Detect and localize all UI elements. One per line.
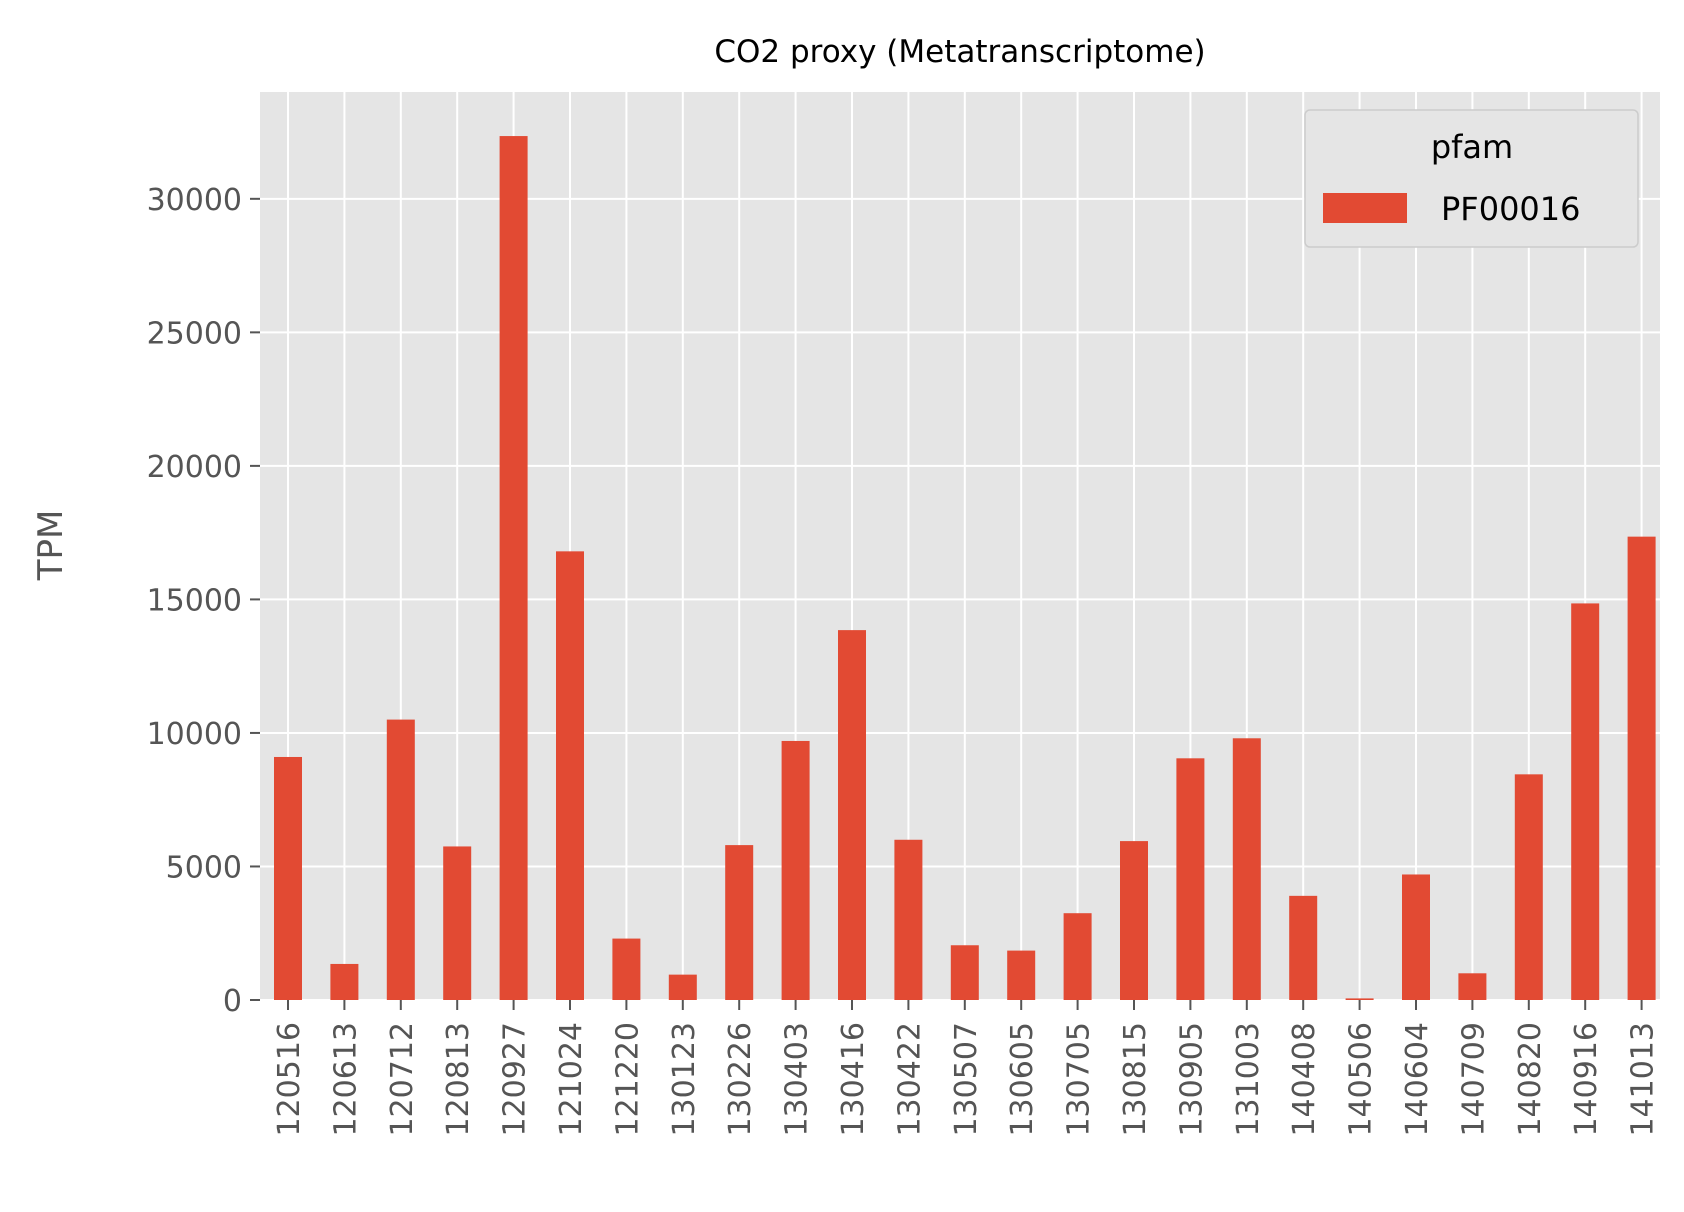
x-tick-label: 120613 xyxy=(328,1022,363,1137)
x-tick-label: 131003 xyxy=(1231,1022,1266,1137)
bar-130905 xyxy=(1176,758,1205,1000)
y-tick-label: 0 xyxy=(223,984,242,1019)
x-tick-label: 120927 xyxy=(498,1022,533,1137)
bar-130507 xyxy=(950,945,979,1000)
y-axis-ticks: 0 5000 10000 15000 20000 25000 30000 xyxy=(147,183,260,1019)
bar-131003 xyxy=(1232,738,1261,1000)
bar-130403 xyxy=(781,740,810,1000)
bar-130226 xyxy=(725,845,754,1000)
x-tick-label: 140709 xyxy=(1456,1022,1491,1137)
x-tick-label: 130705 xyxy=(1062,1022,1097,1137)
x-tick-label: 130507 xyxy=(949,1022,984,1137)
x-axis-ticks: 120516 120613 120712 120813 120927 121024 1212… xyxy=(272,1000,1661,1137)
x-tick-label: 120813 xyxy=(441,1022,476,1137)
bar-130422 xyxy=(894,839,923,1000)
x-tick-label: 130123 xyxy=(667,1022,702,1137)
bar-120516 xyxy=(274,756,302,1000)
bar-130705 xyxy=(1063,913,1092,1000)
bar-120813 xyxy=(443,846,472,1000)
x-tick-label: 140604 xyxy=(1400,1022,1435,1137)
x-tick-label: 130422 xyxy=(892,1022,927,1137)
bar-120712 xyxy=(386,719,415,1000)
x-tick-label: 130403 xyxy=(780,1022,815,1137)
x-tick-label: 120712 xyxy=(385,1022,420,1137)
x-tick-label: 130416 xyxy=(836,1022,871,1137)
bar-140604 xyxy=(1402,874,1430,1000)
bar-130123 xyxy=(668,974,697,1000)
y-tick-label: 25000 xyxy=(147,316,242,351)
x-tick-label: 120516 xyxy=(272,1022,307,1137)
chart-title: CO2 proxy (Metatranscriptome) xyxy=(714,34,1205,70)
bar-130815 xyxy=(1120,841,1148,1000)
x-tick-label: 121024 xyxy=(554,1022,589,1137)
bar-140408 xyxy=(1289,895,1318,1000)
bar-140916 xyxy=(1571,603,1600,1000)
bar-130605 xyxy=(1007,950,1036,1000)
bar-130416 xyxy=(838,630,866,1000)
x-tick-label: 130815 xyxy=(1118,1022,1153,1137)
x-tick-label: 130605 xyxy=(1005,1022,1040,1137)
x-tick-label: 141013 xyxy=(1626,1022,1661,1137)
x-tick-label: 140916 xyxy=(1569,1022,1604,1137)
bar-121220 xyxy=(612,938,641,1000)
y-tick-label: 30000 xyxy=(147,183,242,218)
bar-141013 xyxy=(1627,536,1656,1000)
bar-series xyxy=(274,136,1656,1001)
x-tick-label: 140506 xyxy=(1344,1022,1379,1137)
legend: pfam PF00016 xyxy=(1304,109,1639,248)
legend-title: pfam xyxy=(1431,128,1513,166)
y-axis-title: TPM xyxy=(31,510,71,582)
x-tick-label: 130905 xyxy=(1174,1022,1209,1137)
y-tick-label: 15000 xyxy=(147,583,242,618)
x-tick-label: 121220 xyxy=(610,1022,645,1137)
bar-140709 xyxy=(1458,973,1487,1000)
x-tick-label: 130226 xyxy=(723,1022,758,1137)
legend-label: PF00016 xyxy=(1441,190,1581,228)
y-tick-label: 20000 xyxy=(147,450,242,485)
y-tick-label: 10000 xyxy=(147,717,242,752)
y-tick-label: 5000 xyxy=(166,850,242,885)
bar-140820 xyxy=(1514,774,1543,1000)
bar-140506 xyxy=(1345,998,1374,1000)
x-tick-label: 140408 xyxy=(1287,1022,1322,1137)
legend-swatch xyxy=(1323,193,1407,223)
bar-121024 xyxy=(556,551,584,1000)
bar-120613 xyxy=(330,963,359,1000)
x-tick-label: 140820 xyxy=(1513,1022,1548,1137)
bar-120927 xyxy=(499,136,528,1001)
